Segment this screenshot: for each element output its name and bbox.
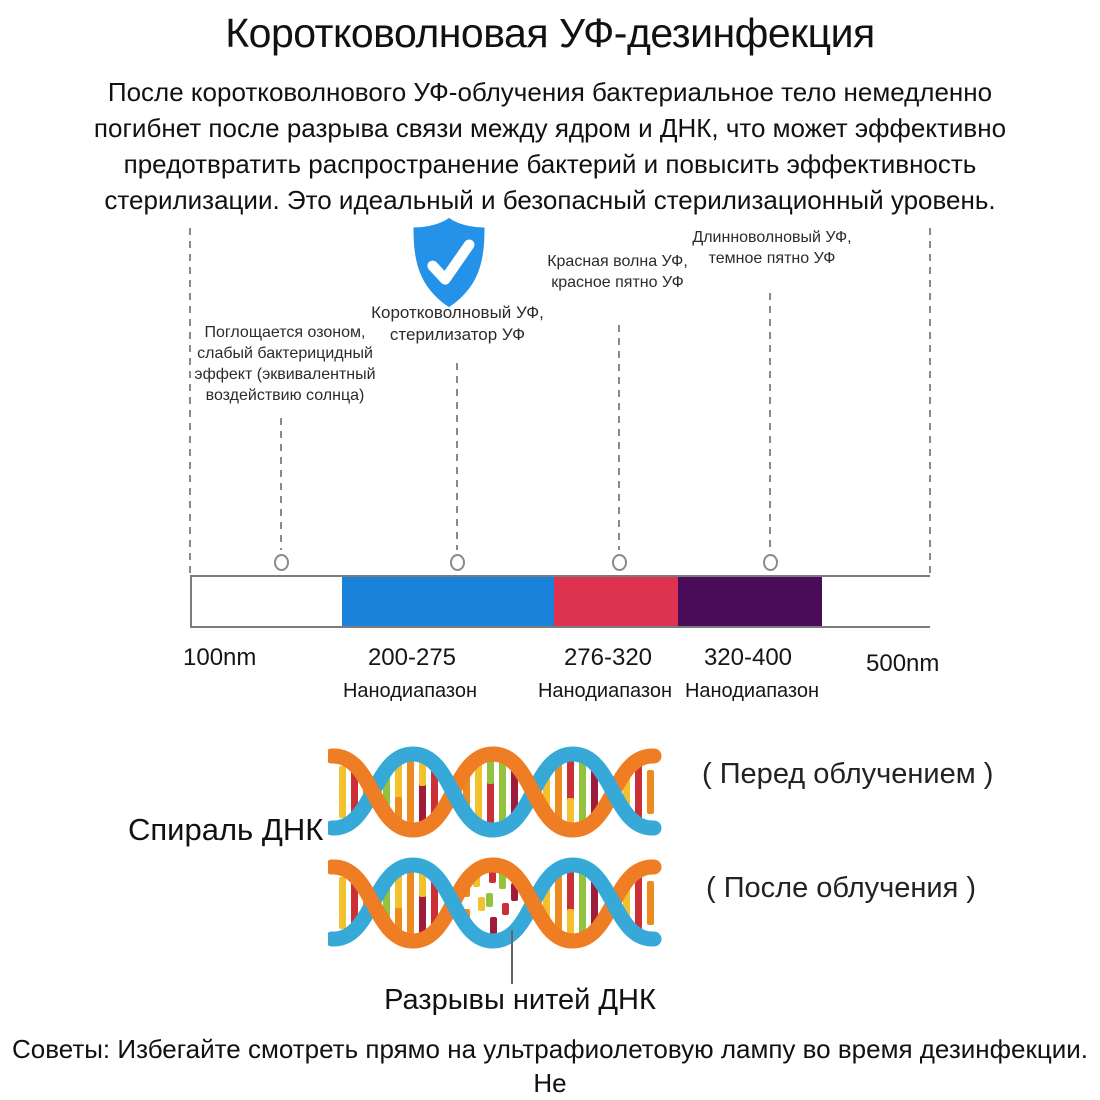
dna-before-caption: ( Перед облучением ) xyxy=(702,758,994,790)
dashed-line-longwave xyxy=(769,293,771,550)
dna-strand-blue xyxy=(328,857,662,949)
annotation-line: Коротковолновый УФ, xyxy=(371,303,544,322)
dashed-line-absorbed xyxy=(280,418,282,550)
dna-strand-blue xyxy=(328,746,662,838)
annotation-shortwave-uv: Коротковолновый УФ, стерилизатор УФ xyxy=(350,302,565,346)
dna-helix-after-illustration xyxy=(328,853,673,953)
annotation-line: стерилизатор УФ xyxy=(389,325,526,344)
spectrum-segment-uvc xyxy=(342,577,554,626)
spectrum-segment-visible xyxy=(822,577,932,626)
tips-text: Советы: Избегайте смотреть прямо на ульт… xyxy=(0,1032,1100,1100)
intro-text: После коротковолнового УФ-облучения бакт… xyxy=(0,74,1100,218)
dna-helix-before-illustration xyxy=(328,742,673,842)
dashed-line-redwave xyxy=(618,325,620,550)
annotation-line: Поглощается озоном, xyxy=(204,324,366,341)
annotation-line: темное пятно УФ xyxy=(708,250,836,267)
annotation-red-wave-uv: Красная волна УФ, красное пятно УФ xyxy=(520,251,715,293)
dna-helix-label: Спираль ДНК xyxy=(128,812,324,847)
spectrum-segment-uva xyxy=(678,577,822,626)
wavelength-label-200-275: 200-275 xyxy=(367,644,457,671)
leader-circle-icon xyxy=(274,554,289,571)
spectrum-segment-uvb xyxy=(554,577,678,626)
intro-line: предотвратить распространение бактерий и… xyxy=(123,149,977,179)
wavelength-label-500nm: 500nm xyxy=(866,650,940,677)
annotation-line: Красная волна УФ, xyxy=(547,253,688,270)
intro-line: После коротковолнового УФ-облучения бакт… xyxy=(107,77,993,107)
leader-circle-icon xyxy=(612,554,627,571)
nano-range-label: Нанодиапазон xyxy=(342,680,478,702)
page-title: Коротковолновая УФ-дезинфекция xyxy=(225,10,875,56)
shield-check-icon xyxy=(398,215,500,311)
annotation-line: слабый бактерицидный xyxy=(197,345,373,362)
dna-after-caption: ( После облучения ) xyxy=(706,872,977,904)
spectrum-bar xyxy=(190,575,932,628)
wavelength-label-100nm: 100nm xyxy=(183,644,257,671)
leader-circle-icon xyxy=(450,554,465,571)
dna-break-pointer-line xyxy=(511,930,513,984)
annotation-line: эффект (эквивалентный xyxy=(194,366,376,383)
dashed-line-left-edge xyxy=(189,228,191,573)
intro-line: стерилизации. Это идеальный и безопасный… xyxy=(104,185,996,215)
nano-range-label: Нанодиапазон xyxy=(684,680,820,702)
annotation-absorbed-ozone: Поглощается озоном, слабый бактерицидный… xyxy=(175,322,395,406)
annotation-line: Длинноволновый УФ, xyxy=(692,229,852,246)
wavelength-label-276-320: 276-320 xyxy=(563,644,653,671)
spectrum-segment-vacuum-uv xyxy=(192,577,342,626)
annotation-line: красное пятно УФ xyxy=(551,274,684,291)
nano-range-label: Нанодиапазон xyxy=(537,680,673,702)
dashed-line-shortwave xyxy=(456,363,458,550)
tips-line: Советы: Избегайте смотреть прямо на ульт… xyxy=(11,1034,1089,1098)
leader-circle-icon xyxy=(763,554,778,571)
dashed-line-right-edge xyxy=(929,228,931,573)
annotation-longwave-uv: Длинноволновый УФ, темное пятно УФ xyxy=(672,227,872,269)
dna-break-label: Разрывы нитей ДНК xyxy=(384,984,656,1016)
annotation-line: воздействию солнца) xyxy=(205,387,365,404)
wavelength-label-320-400: 320-400 xyxy=(703,644,793,671)
intro-line: погибнет после разрыва связи между ядром… xyxy=(93,113,1007,143)
